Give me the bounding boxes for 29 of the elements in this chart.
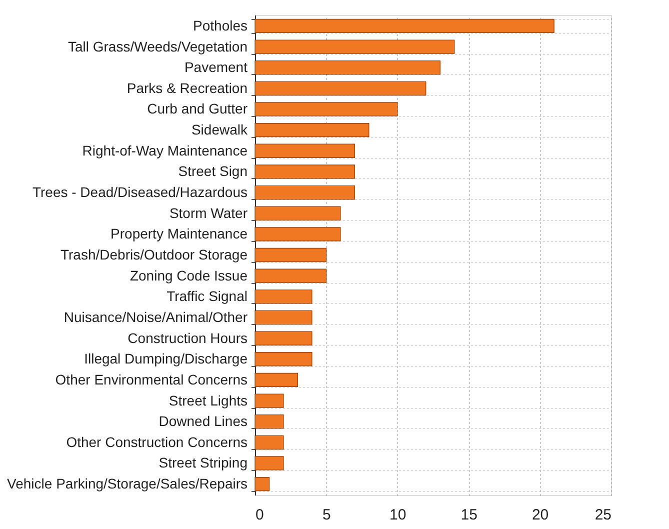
y-tick-label: Construction Hours: [128, 330, 248, 346]
y-tick-label: Right-of-Way Maintenance: [82, 142, 248, 158]
y-tick-label: Sidewalk: [191, 122, 248, 138]
x-tick-label: 10: [390, 506, 406, 524]
x-tick-label: 0: [256, 506, 264, 524]
y-tick-label: Downed Lines: [158, 413, 248, 430]
y-tick-label: Street Sign: [178, 163, 248, 180]
y-tick-label: Parks & Recreation: [126, 80, 248, 96]
y-tick-label: Street Lights: [168, 392, 248, 408]
y-tick-label: Trash/Debris/Outdoor Storage: [60, 246, 248, 262]
y-tick-label: Street Striping: [158, 454, 248, 471]
x-tick-label: 20: [532, 506, 549, 524]
y-tick-label: Property Maintenance: [110, 226, 248, 242]
y-tick-label: Other Construction Concerns: [66, 434, 248, 450]
y-tick-label: Tall Grass/Weeds/Vegetation: [68, 38, 248, 54]
y-tick-label: Curb and Gutter: [147, 100, 248, 117]
y-tick-label: Potholes: [193, 17, 248, 34]
y-tick-label: Vehicle Parking/Storage/Sales/Repairs: [7, 476, 248, 492]
y-tick-label: Nuisance/Noise/Animal/Other: [64, 308, 248, 325]
y-tick-label: Storm Water: [169, 204, 248, 221]
y-tick-label: Trees - Dead/Diseased/Hazardous: [32, 184, 248, 200]
x-tick-label: 5: [322, 506, 331, 524]
y-tick-label: Traffic Signal: [166, 288, 248, 304]
y-tick-label: Zoning Code Issue: [130, 267, 248, 284]
y-tick-label: Other Environmental Concerns: [55, 371, 248, 388]
y-tick-label: Illegal Dumping/Discharge: [84, 350, 248, 367]
x-tick-label: 25: [594, 506, 612, 524]
y-tick-label: Pavement: [184, 59, 248, 76]
x-tick-label: 15: [460, 506, 478, 524]
